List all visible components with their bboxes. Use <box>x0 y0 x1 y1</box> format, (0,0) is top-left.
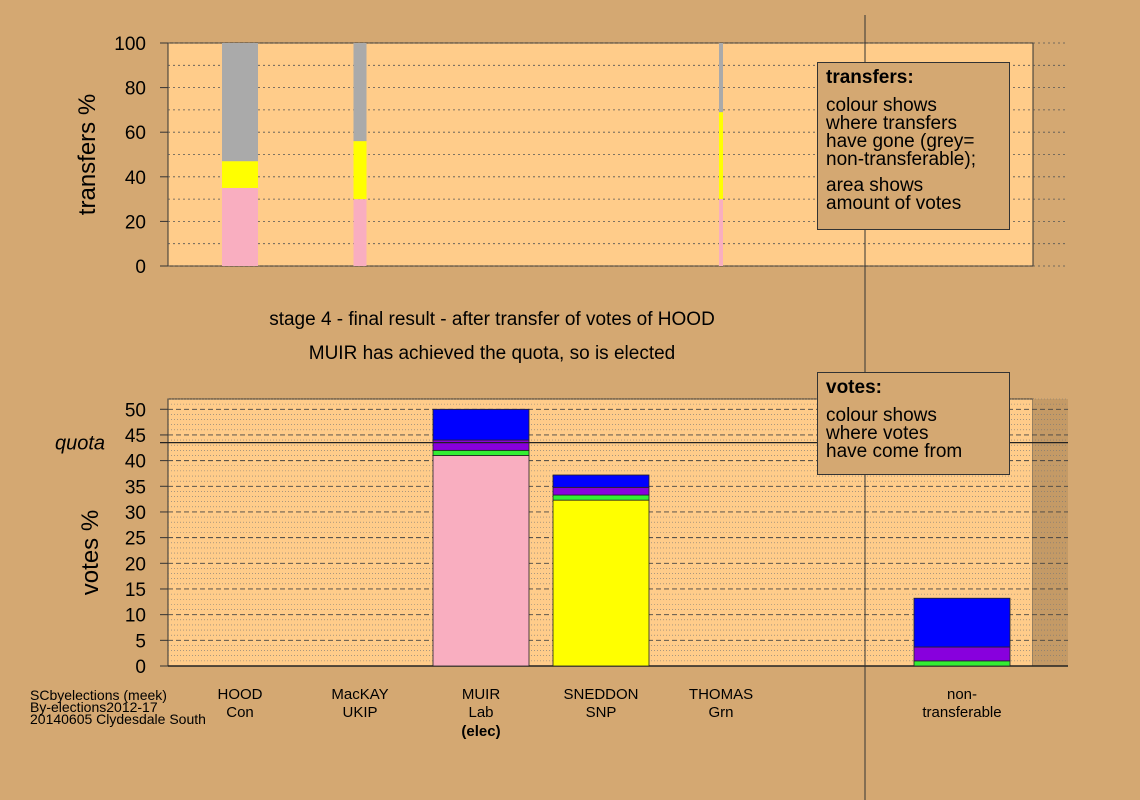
transfers-y-tick-label: 60 <box>125 123 146 144</box>
votes-y-tick-label: 15 <box>125 580 146 601</box>
transfer-bar-segment <box>222 187 258 266</box>
category-label: MUIR <box>462 686 500 703</box>
credit-line: 20140605 Clydesdale South <box>30 711 206 727</box>
transfers-legend-line: colour shows <box>826 95 937 116</box>
transfer-bar-segment <box>719 112 723 200</box>
subtitle-line1: stage 4 - final result - after transfer … <box>269 309 715 330</box>
votes-legend-title: votes: <box>826 377 882 398</box>
vote-bar-segment <box>432 439 530 451</box>
transfers-y-tick-label: 20 <box>125 212 146 233</box>
category-label: SNEDDON <box>563 686 638 703</box>
transfers-y-tick-label: 80 <box>125 79 146 100</box>
vote-bar-segment <box>913 660 1011 667</box>
transfers-legend: transfers: colour shows where transfers … <box>817 62 1010 230</box>
transfer-bar-segment <box>353 43 367 142</box>
transfers-y-tick-label: 100 <box>114 34 146 55</box>
transfer-bar-segment <box>222 161 258 188</box>
category-party-label: Grn <box>708 704 733 721</box>
votes-legend-line: have come from <box>826 441 963 462</box>
subtitle-line2: MUIR has achieved the quota, so is elect… <box>309 343 675 364</box>
votes-y-tick-label: 50 <box>125 400 146 421</box>
category-label: non- <box>947 686 977 703</box>
votes-y-tick-label: 25 <box>125 529 146 550</box>
votes-legend-line: where votes <box>826 423 929 444</box>
category-label: HOOD <box>218 686 263 703</box>
transfers-legend-line: have gone (grey= <box>826 131 975 152</box>
transfers-legend-line: area shows <box>826 175 924 196</box>
votes-y-axis-label: votes % <box>77 510 104 595</box>
vote-bar-segment <box>432 449 530 456</box>
votes-y-tick-label: 0 <box>135 657 146 678</box>
vote-bar-segment <box>552 494 650 501</box>
category-note-label: (elec) <box>461 723 500 740</box>
vote-bar-segment <box>552 486 650 496</box>
vote-bar-segment <box>913 597 1011 648</box>
votes-legend-line: colour shows <box>826 405 937 426</box>
credit-line: By-elections2012-17 <box>30 699 158 715</box>
vote-bar-segment <box>552 474 650 488</box>
transfers-legend-line: where transfers <box>826 113 957 134</box>
transfers-legend-title: transfers: <box>826 67 914 88</box>
category-label: MacKAY <box>331 686 388 703</box>
transfers-y-tick-label: 0 <box>135 257 146 278</box>
transfer-bar-segment <box>719 43 723 113</box>
category-party-label: transferable <box>922 704 1001 721</box>
transfer-bar-segment <box>719 199 723 266</box>
transfer-bar-segment <box>222 43 258 162</box>
transfers-legend-line: non-transferable); <box>826 149 976 170</box>
votes-y-tick-label: 20 <box>125 554 146 575</box>
category-party-label: UKIP <box>342 704 377 721</box>
credit-line: SCbyelections (meek) <box>30 687 167 703</box>
votes-y-tick-label: 10 <box>125 606 146 627</box>
category-party-label: SNP <box>586 704 617 721</box>
votes-y-tick-label: 5 <box>135 631 146 652</box>
votes-y-tick-label: 35 <box>125 477 146 498</box>
category-party-label: Lab <box>468 704 493 721</box>
transfers-legend-line: amount of votes <box>826 193 962 214</box>
vote-bar-segment <box>432 408 530 441</box>
votes-legend: votes: colour shows where votes have com… <box>817 372 1010 475</box>
category-label: THOMAS <box>689 686 753 703</box>
transfer-bar-segment <box>353 199 367 266</box>
transfer-bar-segment <box>353 141 367 200</box>
votes-y-tick-label: 45 <box>125 426 146 447</box>
quota-label: quota <box>55 433 105 455</box>
votes-y-tick-label: 30 <box>125 503 146 524</box>
credits: SCbyelections (meek) By-elections2012-17… <box>30 687 206 727</box>
votes-y-tick-label: 40 <box>125 452 146 473</box>
transfers-y-tick-label: 40 <box>125 168 146 189</box>
vote-bar-segment <box>913 646 1011 662</box>
transfers-y-axis-label: transfers % <box>74 94 101 215</box>
category-party-label: Con <box>226 704 254 721</box>
vote-bar-segment <box>432 455 530 667</box>
vote-bar-segment <box>552 499 650 667</box>
